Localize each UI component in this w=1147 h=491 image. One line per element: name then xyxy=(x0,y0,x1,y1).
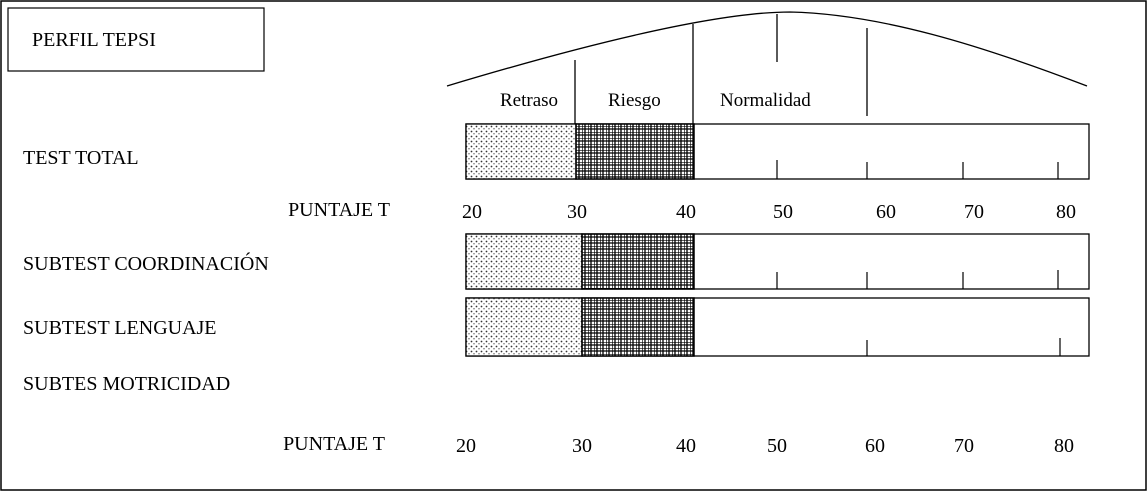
zone-label-normalidad: Normalidad xyxy=(720,90,811,111)
zone-retraso-fill xyxy=(465,297,583,357)
zone-riesgo-fill xyxy=(575,123,695,180)
tick-label: 20 xyxy=(462,201,482,223)
title-box xyxy=(7,7,265,72)
row-label-puntaje-t-1: PUNTAJE T xyxy=(288,199,390,221)
tick-label: 80 xyxy=(1054,435,1074,457)
tick-label: 20 xyxy=(456,435,476,457)
tick-label: 40 xyxy=(676,201,696,223)
tick-label: 30 xyxy=(572,435,592,457)
tick-label: 60 xyxy=(876,201,896,223)
row-label-lenguaje: SUBTEST LENGUAJE xyxy=(23,317,217,339)
tick-label: 60 xyxy=(865,435,885,457)
tick-label: 50 xyxy=(767,435,787,457)
zone-retraso-fill xyxy=(465,233,583,290)
tick-label: 30 xyxy=(567,201,587,223)
tick-label: 50 xyxy=(773,201,793,223)
tick-label: 70 xyxy=(964,201,984,223)
row-label-test-total: TEST TOTAL xyxy=(23,147,139,169)
scale-ticks-top: 20 30 40 50 60 70 80 xyxy=(462,201,1076,223)
scale-ticks-bottom: 20 30 40 50 60 70 80 xyxy=(456,435,1074,457)
bar-test-total xyxy=(465,123,1090,180)
tick-label: 70 xyxy=(954,435,974,457)
zone-riesgo-fill xyxy=(581,233,695,290)
tick-label: 40 xyxy=(676,435,696,457)
row-label-puntaje-t-2: PUNTAJE T xyxy=(283,433,385,455)
tick-label: 80 xyxy=(1056,201,1076,223)
row-label-coordinacion: SUBTEST COORDINACIÓN xyxy=(23,251,269,275)
bar-lenguaje xyxy=(465,297,1090,357)
bar-coordinacion xyxy=(465,233,1090,290)
page-title: PERFIL TEPSI xyxy=(32,29,156,51)
zone-riesgo-fill xyxy=(581,297,695,357)
zone-label-riesgo: Riesgo xyxy=(608,90,661,111)
normal-curve xyxy=(446,11,1088,87)
zone-retraso-fill xyxy=(465,123,577,180)
row-label-motricidad: SUBTES MOTRICIDAD xyxy=(23,373,230,395)
zone-label-retraso: Retraso xyxy=(500,90,558,111)
